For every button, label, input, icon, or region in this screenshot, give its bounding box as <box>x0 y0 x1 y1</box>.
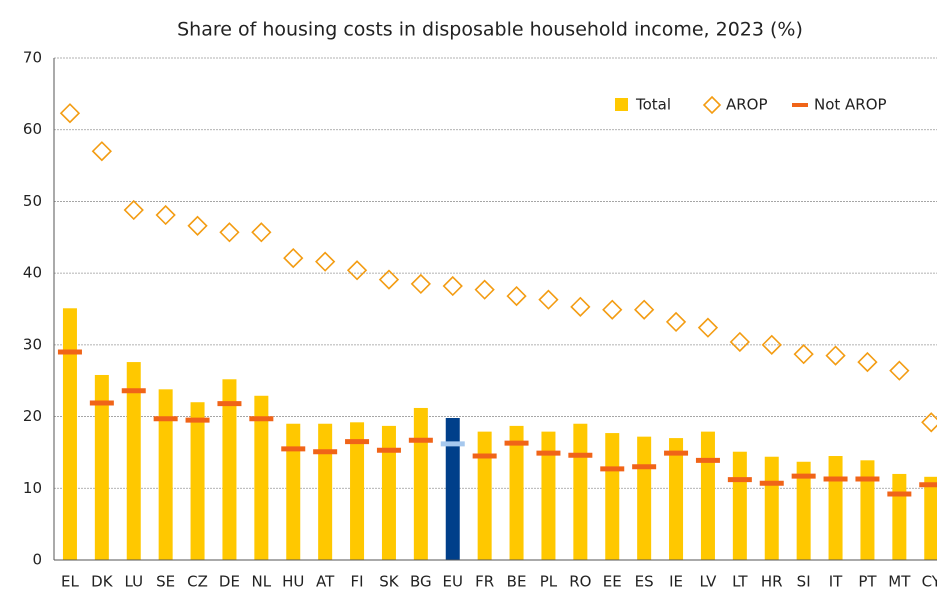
bar <box>669 438 684 560</box>
x-tick-label: IT <box>829 573 843 591</box>
bar <box>94 374 109 560</box>
arop-marker <box>378 269 400 290</box>
x-tick-label: EL <box>61 573 79 591</box>
x-tick-label: SE <box>156 573 175 591</box>
y-tick-label: 10 <box>23 479 42 497</box>
arop-marker <box>315 251 336 272</box>
bar <box>924 476 937 560</box>
bar <box>892 473 907 560</box>
arop-marker <box>665 311 687 333</box>
legend-label: Total <box>635 96 671 114</box>
bar <box>445 418 460 560</box>
x-tick-label: ES <box>635 573 654 591</box>
arop-marker <box>219 222 240 243</box>
arop-marker <box>697 317 719 338</box>
x-tick-label: DE <box>219 573 240 591</box>
bar <box>828 456 843 560</box>
x-tick-label: PL <box>540 573 558 591</box>
legend-label: Not AROP <box>814 96 887 114</box>
y-tick-label: 30 <box>23 335 42 353</box>
bar <box>126 362 141 560</box>
y-tick-label: 50 <box>23 192 42 210</box>
bar <box>381 425 396 560</box>
x-tick-label: RO <box>569 573 591 591</box>
legend-swatch <box>702 95 722 115</box>
x-tick-label: LV <box>699 573 717 591</box>
bar <box>350 422 365 560</box>
x-tick-label: IE <box>669 573 683 591</box>
arop-marker <box>506 285 527 307</box>
x-tick-label: PT <box>858 573 877 591</box>
bar <box>700 431 715 560</box>
arop-marker <box>825 345 846 366</box>
x-tick-label: EU <box>443 573 463 591</box>
bar <box>222 379 237 560</box>
bar <box>573 423 588 560</box>
bar <box>413 407 428 560</box>
x-tick-label: HR <box>761 573 783 591</box>
y-tick-label: 60 <box>23 120 42 138</box>
arop-marker <box>91 141 112 162</box>
x-tick-label: LT <box>732 573 748 591</box>
y-tick-label: 40 <box>23 264 42 282</box>
arop-marker <box>410 273 431 295</box>
chart-title: Share of housing costs in disposable hou… <box>177 19 803 41</box>
y-tick-label: 0 <box>32 551 42 569</box>
arop-marker <box>570 296 591 317</box>
bar <box>254 395 269 560</box>
arop-marker <box>634 299 655 320</box>
bar <box>158 389 173 560</box>
bar <box>605 433 620 560</box>
arop-marker <box>123 199 144 221</box>
bar <box>62 308 77 560</box>
arop-marker <box>761 334 782 355</box>
bar <box>764 456 779 560</box>
x-tick-label: FR <box>475 573 494 591</box>
arop-marker <box>538 289 559 310</box>
bar <box>477 431 492 560</box>
arop-marker <box>793 344 814 365</box>
x-tick-label: EE <box>603 573 622 591</box>
bar <box>860 460 875 560</box>
arop-marker <box>251 222 272 243</box>
bar <box>190 402 205 560</box>
arop-marker <box>474 279 495 300</box>
arop-marker <box>729 331 750 353</box>
x-tick-label: SK <box>379 573 400 591</box>
arop-marker <box>857 351 878 373</box>
bar <box>318 423 333 560</box>
arop-marker <box>602 299 623 320</box>
bar <box>732 451 747 560</box>
x-tick-label: HU <box>282 573 304 591</box>
y-tick-label: 20 <box>23 407 42 425</box>
arop-marker <box>442 275 463 297</box>
x-tick-label: BG <box>410 573 432 591</box>
x-tick-label: LU <box>124 573 143 591</box>
arop-marker <box>283 247 304 269</box>
arop-marker <box>155 204 176 226</box>
y-tick-label: 70 <box>23 49 42 67</box>
x-tick-label: SI <box>797 573 811 591</box>
bar <box>286 423 301 560</box>
x-tick-label: DK <box>91 573 114 591</box>
x-tick-label: CY <box>922 573 937 591</box>
arop-marker <box>346 260 368 281</box>
arop-marker <box>187 215 208 236</box>
x-tick-label: FI <box>351 573 364 591</box>
legend-swatch <box>615 98 628 111</box>
arop-marker <box>921 412 937 433</box>
bar <box>796 461 811 560</box>
arop-marker <box>59 103 81 124</box>
x-tick-label: BE <box>507 573 527 591</box>
x-tick-label: AT <box>316 573 335 591</box>
legend-label: AROP <box>726 96 768 114</box>
bar <box>541 431 556 560</box>
x-tick-label: CZ <box>187 573 208 591</box>
bar <box>509 425 524 560</box>
bar <box>637 436 652 560</box>
x-tick-label: NL <box>252 573 272 591</box>
arop-marker <box>889 360 910 381</box>
x-tick-label: MT <box>888 573 911 591</box>
